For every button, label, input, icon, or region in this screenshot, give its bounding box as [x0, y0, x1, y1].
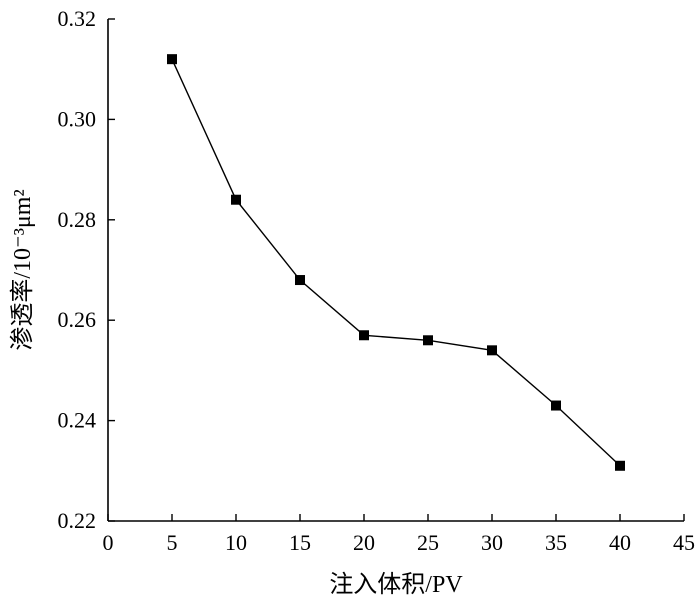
series-group	[167, 54, 625, 471]
x-axis-title: 注入体积/PV	[329, 571, 463, 598]
x-tick-label: 30	[481, 530, 503, 555]
x-tick-label: 40	[609, 530, 631, 555]
x-tick-label: 15	[289, 530, 311, 555]
x-tick-label: 25	[417, 530, 439, 555]
y-tick-label: 0.32	[58, 6, 97, 31]
x-tick-label: 5	[167, 530, 178, 555]
x-tick-label: 10	[225, 530, 247, 555]
data-point-marker	[359, 330, 369, 341]
x-tick-label: 0	[103, 530, 114, 555]
x-ticks: 0 5 10 15 20 25 30 35 40 45	[103, 514, 695, 555]
y-axis-title: 渗透率/10⁻³μm²	[9, 189, 36, 350]
y-tick-label: 0.22	[58, 508, 97, 533]
data-point-marker	[423, 335, 433, 346]
y-ticks: 0.22 0.24 0.26 0.28 0.30 0.32	[58, 6, 115, 533]
y-tick-label: 0.24	[58, 408, 97, 433]
data-point-marker	[167, 54, 177, 65]
data-point-marker	[231, 194, 241, 205]
y-tick-label: 0.28	[58, 207, 97, 232]
series-line	[171, 58, 621, 467]
data-point-marker	[615, 460, 625, 471]
axes	[107, 19, 684, 522]
x-tick-label: 20	[353, 530, 375, 555]
x-tick-label: 35	[545, 530, 567, 555]
y-tick-label: 0.30	[58, 106, 97, 131]
data-point-marker	[551, 400, 561, 411]
y-tick-label: 0.26	[58, 307, 97, 332]
data-point-marker	[295, 275, 305, 286]
x-tick-label: 45	[673, 530, 695, 555]
data-point-marker	[487, 345, 497, 356]
